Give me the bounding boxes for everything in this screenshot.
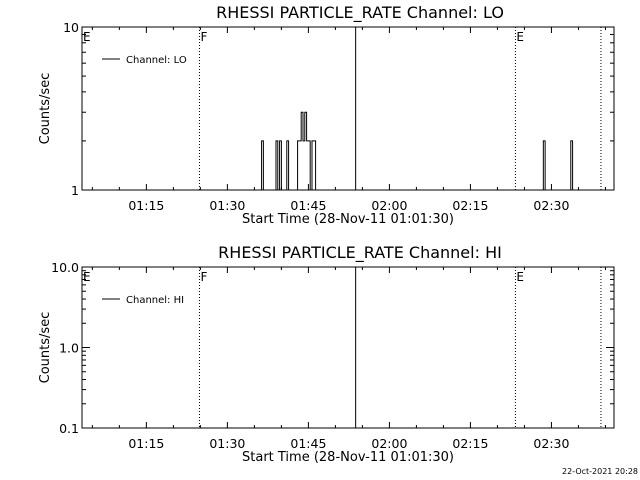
x-tick-label: 02:00 <box>371 436 407 451</box>
series-line <box>274 140 290 191</box>
x-tick-label: 01:30 <box>209 198 245 213</box>
series-line <box>568 140 574 191</box>
plot-frame <box>81 26 615 191</box>
y-tick-label: 0.1 <box>59 421 79 436</box>
x-axis-label: Start Time (28-Nov-11 01:01:30) <box>242 212 454 227</box>
event-marker-label: E <box>516 270 524 284</box>
legend-label: Channel: LO <box>126 55 187 66</box>
series-line <box>260 140 264 191</box>
chart-title: RHESSI PARTICLE_RATE Channel: HI <box>218 243 502 263</box>
event-marker-label: E <box>516 30 524 44</box>
series-line <box>541 140 546 191</box>
y-tick-label: 10 <box>63 20 79 35</box>
event-marker-label: F <box>200 270 207 284</box>
x-tick-label: 02:30 <box>533 436 569 451</box>
event-marker-label: E <box>83 270 91 284</box>
panel-lo: RHESSI PARTICLE_RATE Channel: LO 01:15 01:… <box>38 3 615 227</box>
x-tick-label: 01:45 <box>290 198 326 213</box>
event-marker-label: E <box>83 30 91 44</box>
y-tick-label: 1.0 <box>59 341 79 356</box>
legend-label: Channel: HI <box>126 295 184 306</box>
x-tick-label: 01:15 <box>128 436 164 451</box>
y-axis-label: Counts/sec <box>38 73 53 145</box>
x-tick-label: 02:15 <box>452 436 488 451</box>
x-tick-label: 01:45 <box>290 436 326 451</box>
x-axis-label: Start Time (28-Nov-11 01:01:30) <box>242 450 454 465</box>
series-line <box>295 111 317 191</box>
event-marker-label: F <box>200 30 207 44</box>
x-tick-label: 02:15 <box>452 198 488 213</box>
y-tick-label: 1 <box>71 183 79 198</box>
y-tick-label: 10.0 <box>51 260 79 275</box>
x-tick-label: 02:30 <box>533 198 569 213</box>
chart-title: RHESSI PARTICLE_RATE Channel: LO <box>216 3 504 23</box>
panel-hi: RHESSI PARTICLE_RATE Channel: HI 01:15 01:… <box>38 243 615 465</box>
y-axis-label: Counts/sec <box>38 312 53 384</box>
x-tick-label: 01:30 <box>209 436 245 451</box>
generation-timestamp: 22-Oct-2021 20:28 <box>562 467 638 476</box>
x-tick-label: 02:00 <box>371 198 407 213</box>
x-tick-label: 01:15 <box>128 198 164 213</box>
plot-frame <box>81 266 615 429</box>
